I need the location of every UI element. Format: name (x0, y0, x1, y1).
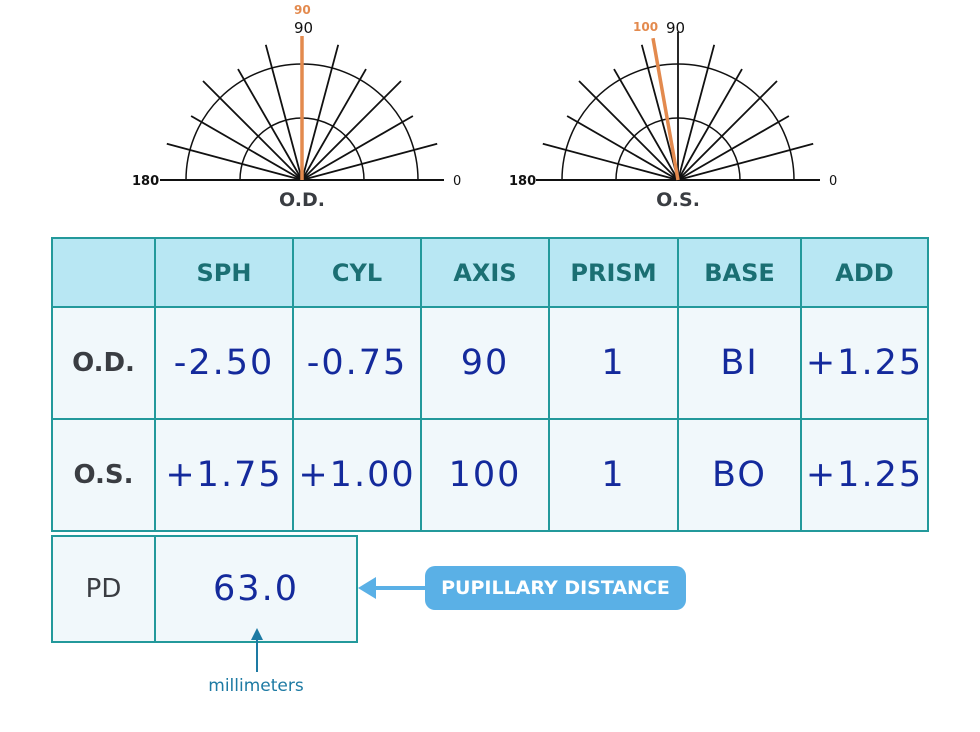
pd-label: PD (51, 535, 156, 643)
od-label-180: 180 (132, 174, 159, 189)
header-cyl: CYL (292, 237, 422, 308)
od-axis-dial: 180 0 90 90 O.D. (120, 0, 490, 220)
header-base: BASE (677, 237, 802, 308)
od-sph-value: -2.50 (154, 306, 294, 420)
header-add: ADD (800, 237, 929, 308)
table-header-row: SPH CYL AXIS PRISM BASE ADD (51, 237, 929, 308)
os-eye-label: O.S. (656, 189, 700, 211)
os-ray-30 (677, 115, 790, 181)
od-ray-60 (301, 68, 367, 181)
od-cyl-value: -0.75 (292, 306, 422, 420)
od-label-0: 0 (453, 174, 461, 189)
od-add-value: +1.25 (800, 306, 929, 420)
prescription-table: SPH CYL AXIS PRISM BASE ADD O.D. -2.50 -… (51, 237, 929, 532)
callout-arrow-head (358, 577, 376, 599)
os-dial-graphic: 180 0 100 90 O.S. (509, 19, 837, 211)
header-axis: AXIS (420, 237, 550, 308)
os-label-0: 0 (829, 174, 837, 189)
unit-arrow-head (251, 628, 263, 640)
os-base-value: BO (677, 418, 802, 532)
od-base-value: BI (677, 306, 802, 420)
od-axis-value: 90 (420, 306, 550, 420)
od-prism-value: 1 (548, 306, 679, 420)
od-ray-120 (237, 68, 303, 181)
pd-row: PD 63.0 (51, 535, 358, 643)
os-axis-value-label: 100 (633, 20, 658, 34)
pd-table: PD 63.0 (51, 535, 358, 643)
table-row-od: O.D. -2.50 -0.75 90 1 BI +1.25 (51, 306, 929, 420)
os-axis-dial: 180 0 100 90 O.S. (500, 0, 870, 220)
od-axis-value-label: 90 (294, 3, 311, 17)
row-label-od: O.D. (51, 306, 156, 420)
od-eye-label: O.D. (279, 189, 325, 211)
pupillary-distance-callout: PUPILLARY DISTANCE (425, 566, 686, 610)
header-sph: SPH (154, 237, 294, 308)
od-label-90: 90 (294, 19, 313, 37)
os-prism-value: 1 (548, 418, 679, 532)
os-label-180: 180 (509, 174, 536, 189)
os-ray-150 (566, 115, 679, 181)
od-dial-graphic: 180 0 90 90 O.D. (132, 3, 461, 211)
os-add-value: +1.25 (800, 418, 929, 532)
os-axis-value: 100 (420, 418, 550, 532)
os-axis-line (651, 37, 680, 181)
os-ray-120 (613, 68, 679, 181)
os-cyl-value: +1.00 (292, 418, 422, 532)
os-ray-60 (677, 68, 743, 181)
od-ray-30 (301, 115, 414, 181)
pd-value: 63.0 (154, 535, 358, 643)
header-blank (51, 237, 156, 308)
header-prism: PRISM (548, 237, 679, 308)
os-inner-arc (615, 117, 741, 181)
os-label-90: 90 (666, 19, 685, 37)
od-ray-150 (190, 115, 303, 181)
millimeters-note: millimeters (208, 676, 304, 696)
os-outer-arc (561, 63, 795, 181)
row-label-os: O.S. (51, 418, 156, 532)
os-sph-value: +1.75 (154, 418, 294, 532)
table-row-os: O.S. +1.75 +1.00 100 1 BO +1.25 (51, 418, 929, 532)
